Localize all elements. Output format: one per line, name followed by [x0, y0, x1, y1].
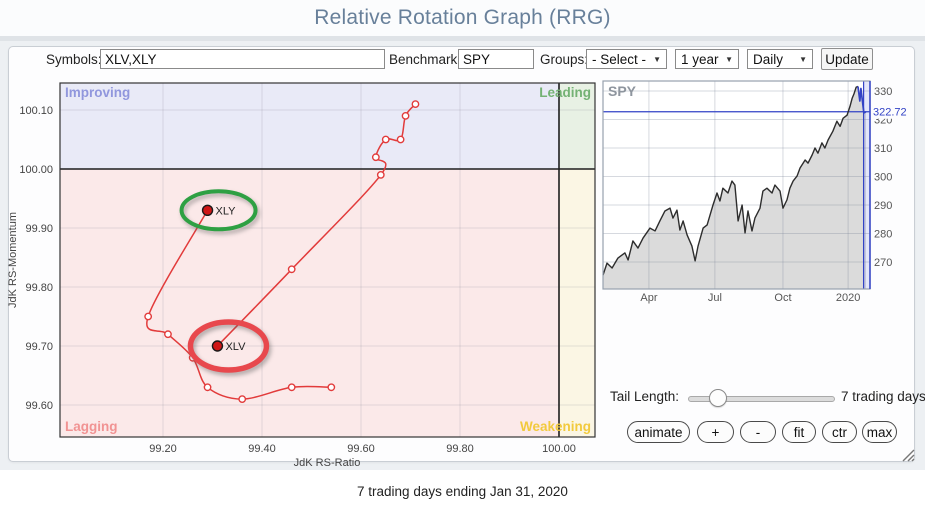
- spy-last-price-label: 322.72: [873, 107, 907, 119]
- x-tick-label: 99.80: [446, 443, 474, 455]
- y-axis-title: JdK RS-Momentum: [7, 212, 19, 308]
- benchmark-input[interactable]: [458, 49, 534, 69]
- period-select-value: 1 year: [681, 51, 719, 67]
- spy-price-line: [602, 85, 859, 276]
- spy-x-tick-label: Apr: [640, 292, 657, 304]
- y-tick-label: 99.70: [25, 341, 53, 353]
- tail-point: [203, 383, 212, 392]
- groups-select[interactable]: - Select - ▼: [586, 49, 667, 69]
- quadrant-label-lagging: Lagging: [65, 419, 118, 434]
- head-marker-xlv[interactable]: [211, 340, 224, 352]
- rrg-chart[interactable]: Improving Leading Lagging Weakening 99.20 99.…: [0, 78, 600, 474]
- tail-length-label: Tail Length:: [610, 389, 680, 404]
- resize-grip-icon[interactable]: [899, 446, 916, 463]
- chevron-down-icon: ▼: [725, 54, 733, 64]
- spy-y-tick-label: 270: [874, 257, 892, 269]
- symbol-label-xly: XLY: [216, 205, 237, 217]
- quadrant-improving: [60, 83, 559, 169]
- tail-length-slider-handle[interactable]: [709, 389, 727, 407]
- tail-length-value: 7 trading days: [841, 389, 925, 404]
- y-tick-label: 99.90: [25, 223, 53, 235]
- quadrant-label-leading: Leading: [539, 85, 591, 100]
- chevron-down-icon: ▼: [653, 54, 661, 64]
- x-tick-label: 99.60: [347, 443, 375, 455]
- tail-point: [287, 383, 296, 392]
- highlight-ellipse-xly: [179, 189, 258, 232]
- y-tick-label: 100.10: [19, 105, 53, 117]
- quadrant-label-improving: Improving: [65, 85, 130, 100]
- x-tick-label: 99.20: [149, 443, 177, 455]
- tail-point: [401, 112, 410, 120]
- period-select[interactable]: 1 year ▼: [675, 49, 739, 69]
- tail-point: [411, 100, 420, 109]
- tail-point: [396, 135, 405, 144]
- tail-point: [287, 265, 296, 274]
- quadrant-leading: [559, 83, 595, 169]
- footer-caption: 7 trading days ending Jan 31, 2020: [357, 484, 568, 499]
- spy-y-tick-label: 310: [874, 143, 892, 155]
- spy-y-tick-label: 300: [874, 172, 892, 184]
- fit-button[interactable]: fit: [782, 421, 816, 443]
- tail-path-xly: [146, 209, 332, 400]
- page-title: Relative Rotation Graph (RRG): [314, 6, 611, 29]
- symbols-input[interactable]: [100, 49, 385, 69]
- tail-point: [164, 330, 172, 339]
- y-tick-label: 99.60: [25, 400, 53, 412]
- animate-button[interactable]: animate: [627, 421, 690, 443]
- frequency-select-value: Daily: [753, 51, 784, 67]
- y-tick-label: 99.80: [25, 282, 53, 294]
- highlight-ellipse-xlv: [187, 319, 270, 373]
- ctr-button[interactable]: ctr: [822, 421, 857, 443]
- head-marker-xly[interactable]: [201, 204, 214, 217]
- frequency-select[interactable]: Daily ▼: [747, 49, 813, 69]
- spy-y-tick-label: 330: [874, 86, 892, 98]
- tail-point: [144, 312, 153, 321]
- spy-y-tick-label: 280: [874, 229, 892, 241]
- spy-x-tick-label: 2020: [836, 292, 860, 304]
- chevron-down-icon: ▼: [799, 54, 807, 64]
- x-axis-title: JdK RS-Ratio: [294, 457, 361, 469]
- symbols-label: Symbols:: [46, 52, 102, 67]
- quadrant-label-weakening: Weakening: [520, 419, 591, 434]
- title-bar: Relative Rotation Graph (RRG): [0, 0, 925, 41]
- spy-chart-title: SPY: [608, 83, 637, 99]
- spy-x-tick-label: Oct: [774, 292, 791, 304]
- tail-point: [238, 395, 247, 403]
- quadrant-lagging: [60, 169, 559, 437]
- update-button[interactable]: Update: [821, 48, 873, 70]
- tail-point: [371, 153, 380, 162]
- tail-point: [327, 383, 336, 392]
- spy-price-line-highlight: [857, 86, 867, 114]
- tail-point: [376, 170, 385, 179]
- benchmark-label: Benchmark:: [389, 52, 462, 67]
- tail-point: [381, 135, 390, 144]
- symbol-label-xlv: XLV: [225, 341, 246, 353]
- x-tick-label: 100.00: [542, 443, 576, 455]
- zoom-out-button[interactable]: -: [740, 421, 776, 443]
- groups-select-value: - Select -: [592, 51, 647, 67]
- zoom-in-button[interactable]: +: [697, 421, 734, 443]
- tail-length-slider-track[interactable]: [688, 396, 835, 402]
- spy-x-tick-label: Jul: [708, 292, 722, 304]
- max-button[interactable]: max: [862, 421, 897, 443]
- spy-y-tick-label: 290: [874, 200, 892, 212]
- spy-future-shade: [863, 81, 870, 289]
- y-tick-label: 100.00: [19, 164, 53, 176]
- quadrant-weakening: [559, 169, 595, 437]
- groups-label: Groups:: [540, 52, 589, 67]
- x-tick-label: 99.40: [248, 443, 276, 455]
